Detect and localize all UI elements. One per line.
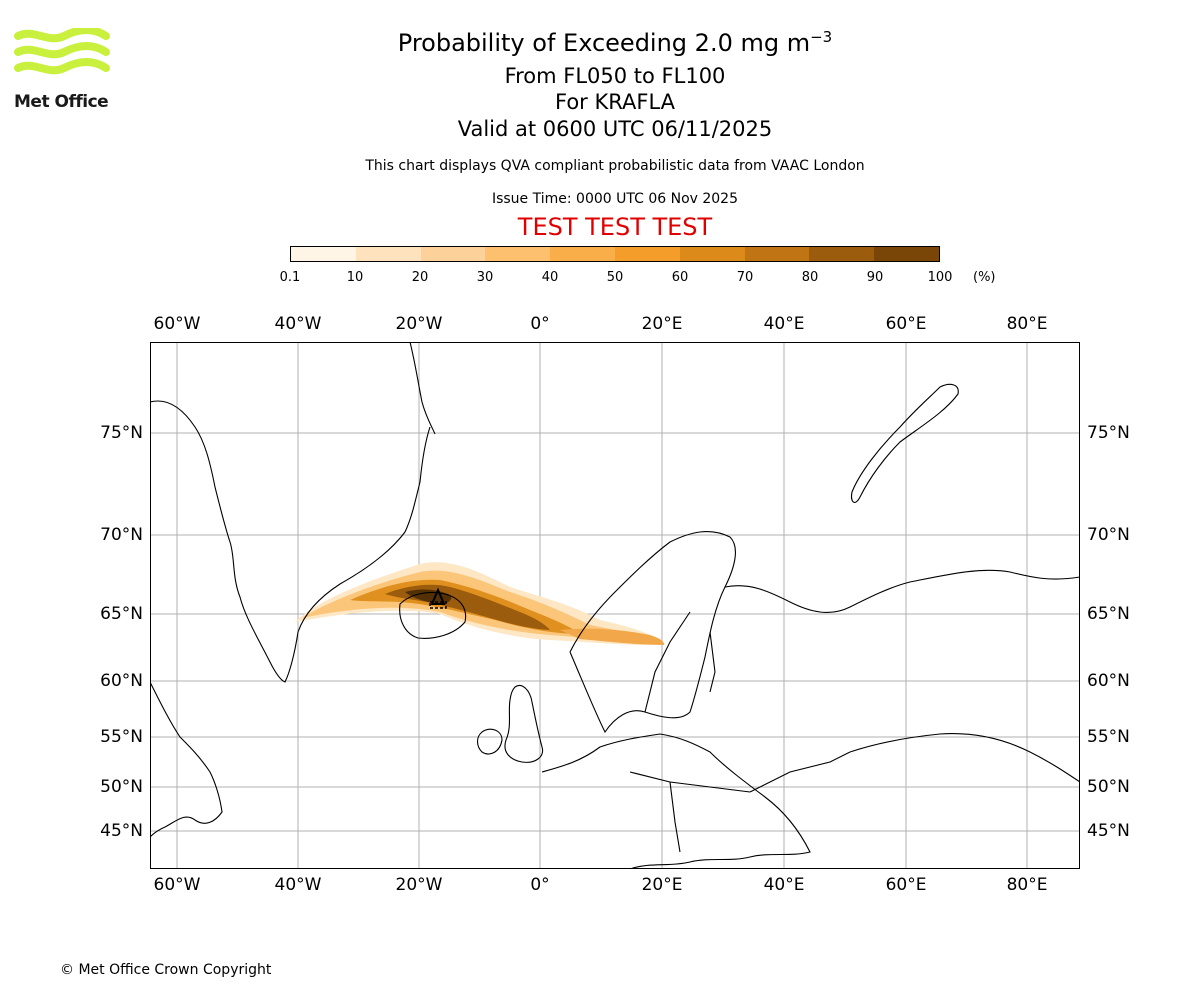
border-finland-russia: [709, 631, 716, 693]
coastlines: [149, 341, 1081, 870]
graticule: [150, 342, 1080, 869]
met-office-logo: [14, 26, 110, 114]
longitude-label: 40°E: [763, 314, 805, 334]
longitude-label: 40°W: [274, 875, 322, 895]
longitude-label: 60°W: [153, 314, 201, 334]
russia-arctic-coast: [724, 569, 1081, 613]
longitude-label: 20°W: [395, 314, 443, 334]
map-frame: [150, 342, 1080, 869]
latitude-label: 65°N: [100, 604, 143, 624]
colorbar-segment: [420, 247, 486, 261]
colorbar-segment: [485, 247, 551, 261]
colorbar-tick-label: 10: [346, 270, 364, 285]
plume-east-tail: [560, 628, 665, 645]
ireland: [476, 728, 503, 755]
colorbar-unit: (%): [973, 270, 996, 285]
volcano-marker: [429, 587, 447, 609]
map-panel: [149, 341, 1081, 870]
longitude-label: 20°E: [641, 314, 683, 334]
border-central-europe: [629, 771, 751, 793]
met-office-waves-icon: [14, 26, 110, 75]
latitude-label: 50°N: [100, 777, 143, 797]
colorbar-tick-label: 20: [411, 270, 429, 285]
volcano-icon: [430, 587, 446, 605]
map-canvas: [149, 341, 1081, 870]
great-britain: [504, 684, 544, 763]
colorbar-segment: [874, 247, 939, 261]
chart-title-exponent: −3: [810, 28, 833, 46]
kazakhstan-border: [849, 733, 1081, 783]
colorbar-tick-label: 30: [476, 270, 494, 285]
iceland-coast: [399, 591, 467, 639]
longitude-label: 40°W: [274, 314, 322, 334]
colorbar-segment: [809, 247, 875, 261]
greenland-coast: [149, 400, 431, 683]
colorbar-tick-label: 50: [606, 270, 624, 285]
greenland-north-coast: [409, 341, 436, 435]
colorbar-tick-label: 60: [671, 270, 689, 285]
latitude-label: 70°N: [100, 525, 143, 545]
colorbar-segment: [614, 247, 680, 261]
border-norway-sweden: [644, 611, 691, 713]
latitude-label: 70°N: [1087, 525, 1130, 545]
novaya-zemlya: [851, 383, 959, 503]
longitude-label: 20°E: [641, 875, 683, 895]
longitude-label: 0°: [530, 314, 550, 334]
border-germany-poland: [669, 781, 681, 853]
colorbar-tick-label: 0.1: [279, 270, 301, 285]
border-ukraine-russia: [749, 751, 851, 793]
colorbar-segment: [550, 247, 615, 261]
scandinavia-coast: [569, 531, 736, 734]
labrador-coast: [149, 681, 223, 838]
copyright-notice: © Met Office Crown Copyright: [60, 962, 272, 978]
longitude-label: 0°: [530, 875, 550, 895]
met-office-wordmark: Met Office: [14, 92, 109, 112]
test-banner: TEST TEST TEST: [517, 213, 713, 241]
colorbar-tick-label: 40: [541, 270, 559, 285]
latitude-label: 75°N: [100, 423, 143, 443]
longitude-label: 20°W: [395, 875, 443, 895]
issue-time: Issue Time: 0000 UTC 06 Nov 2025: [491, 191, 739, 207]
valid-time: Valid at 0600 UTC 06/11/2025: [457, 117, 773, 141]
longitude-label: 80°E: [1006, 314, 1048, 334]
ash-probability-plume: [295, 562, 665, 645]
latitude-label: 75°N: [1087, 423, 1130, 443]
latitude-label: 45°N: [100, 821, 143, 841]
latitude-label: 55°N: [100, 727, 143, 747]
colorbar-tick-label: 100: [927, 270, 953, 285]
volcano-box: [429, 601, 447, 609]
longitude-label: 60°W: [153, 875, 201, 895]
latitude-label: 60°N: [100, 671, 143, 691]
colorbar-tick-label: 90: [866, 270, 884, 285]
chart-title-text: Probability of Exceeding 2.0 mg m: [397, 29, 811, 57]
flight-level-range: From FL050 to FL100: [504, 64, 726, 88]
map-background: [150, 342, 1080, 869]
longitude-label: 60°E: [885, 875, 927, 895]
colorbar-segment: [291, 247, 356, 261]
colorbar-tick-label: 80: [801, 270, 819, 285]
longitude-label: 60°E: [885, 314, 927, 334]
disclaimer-text: This chart displays QVA compliant probab…: [365, 158, 865, 174]
latitude-label: 45°N: [1087, 821, 1130, 841]
latitude-label: 55°N: [1087, 727, 1130, 747]
latitude-label: 65°N: [1087, 604, 1130, 624]
longitude-label: 40°E: [763, 875, 805, 895]
europe-coast: [541, 733, 811, 870]
chart-title: Probability of Exceeding 2.0 mg m−3: [0, 28, 1200, 57]
colorbar-segment: [744, 247, 810, 261]
volcano-name: For KRAFLA: [555, 90, 675, 114]
longitude-label: 80°E: [1006, 875, 1048, 895]
latitude-label: 50°N: [1087, 777, 1130, 797]
colorbar-tick-label: 70: [736, 270, 754, 285]
colorbar-segment: [679, 247, 745, 261]
probability-colorbar: [290, 246, 940, 262]
latitude-label: 60°N: [1087, 671, 1130, 691]
colorbar-segment: [355, 247, 421, 261]
